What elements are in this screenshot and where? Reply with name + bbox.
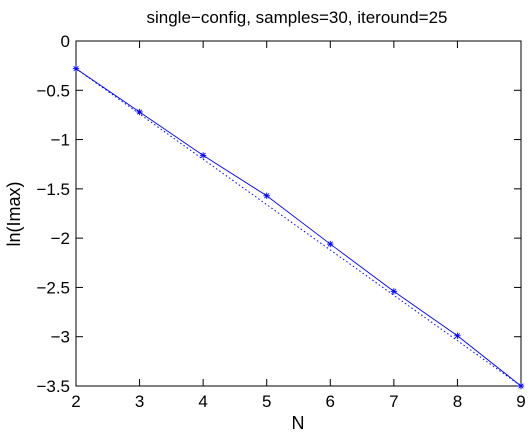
x-tick-label: 2 xyxy=(71,392,80,411)
fit-line xyxy=(75,68,522,387)
y-tick-label: 0 xyxy=(61,32,70,51)
data-point-marker xyxy=(454,332,461,339)
series-line xyxy=(75,68,522,387)
y-tick-label: −0.5 xyxy=(36,81,70,100)
x-tick-label: 9 xyxy=(516,392,525,411)
plot-area xyxy=(75,40,522,387)
y-tick-label: −3.5 xyxy=(36,377,70,396)
y-tick-label: −1 xyxy=(51,131,70,150)
x-tick-label: 3 xyxy=(135,392,144,411)
data-point-marker xyxy=(517,382,525,390)
chart-title: single−config, samples=30, iteround=25 xyxy=(146,8,447,27)
data-point-marker xyxy=(72,65,80,72)
y-tick-label: −3 xyxy=(51,328,70,347)
data-point-marker xyxy=(390,288,398,295)
y-axis: 0 −0.5 −1 −1.5 −2 −2.5 −3 −3.5 xyxy=(36,32,521,396)
x-tick-label: 5 xyxy=(262,392,271,411)
y-tick-label: −2 xyxy=(51,229,70,248)
x-tick-label: 8 xyxy=(453,392,462,411)
y-tick-label: −1.5 xyxy=(36,180,70,199)
data-point-marker xyxy=(199,152,207,159)
data-point-marker xyxy=(327,240,334,248)
data-point-marker xyxy=(136,108,143,116)
y-axis-label: ln(Imax) xyxy=(4,181,24,246)
y-tick-label: −2.5 xyxy=(36,278,70,297)
x-tick-label: 7 xyxy=(389,392,398,411)
x-tick-label: 4 xyxy=(198,392,207,411)
x-axis-label: N xyxy=(292,413,305,433)
series-layer xyxy=(72,65,525,390)
x-tick-label: 6 xyxy=(326,392,335,411)
data-point-marker xyxy=(263,192,270,199)
x-axis: 2 3 4 5 6 7 8 9 xyxy=(71,41,526,411)
